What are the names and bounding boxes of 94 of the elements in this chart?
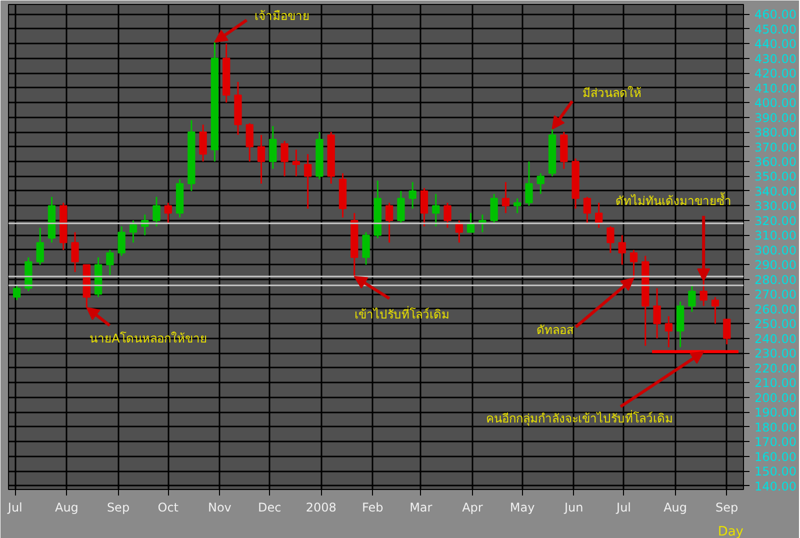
x-tick-label: Sep	[106, 500, 130, 514]
y-tick-label: 220.00	[754, 361, 796, 376]
y-tick-label: 200.00	[754, 390, 796, 405]
x-tick-label: Feb	[362, 500, 384, 514]
candlestick	[397, 190, 405, 224]
x-tick-label: May	[510, 500, 535, 514]
candlestick	[385, 202, 394, 244]
candlestick	[71, 232, 79, 273]
y-tick-label: 360.00	[754, 155, 796, 169]
y-tick-label: 390.00	[754, 110, 796, 125]
annotation: นายAโดนหลอกให้ขาย	[90, 331, 207, 346]
y-tick-label: 230.00	[754, 346, 796, 361]
y-tick-label: 160.00	[754, 450, 796, 464]
x-tick-label: Nov	[208, 500, 232, 514]
y-tick-label: 420.00	[754, 66, 796, 81]
y-tick-label: 400.00	[754, 96, 796, 110]
y-tick-label: 170.00	[754, 435, 796, 450]
annotation: เจ้ามือขาย	[254, 9, 310, 24]
y-tick-label: 240.00	[754, 332, 796, 346]
candlestick	[432, 193, 440, 228]
x-tick-label: Mar	[410, 500, 432, 514]
candlestick	[246, 122, 254, 162]
candlestick	[618, 234, 626, 266]
candlestick	[420, 187, 428, 228]
candlestick	[292, 148, 300, 177]
candlestick	[688, 284, 696, 313]
y-tick-label: 150.00	[754, 464, 796, 479]
annotation: เข้าไปรับที่โลว์เดิม	[354, 305, 450, 322]
y-tick-label: 340.00	[754, 184, 796, 198]
candlestick	[455, 220, 463, 244]
y-tick-label: 320.00	[754, 214, 796, 228]
y-tick-label: 300.00	[754, 243, 796, 258]
y-tick-label: 330.00	[754, 199, 796, 214]
candlestick	[466, 212, 475, 234]
candlestick	[408, 181, 416, 210]
y-tick-label: 270.00	[754, 288, 796, 302]
candlestick	[36, 227, 44, 266]
x-tick-label: 2008	[306, 500, 336, 514]
x-tick-label: Aug	[54, 500, 78, 514]
annotation: คนอีกกลุ่มกำลังจะเข้าไปรับที่โลว์เดิม	[486, 410, 674, 427]
y-tick-label: 250.00	[754, 317, 796, 332]
x-tick-label: Apr	[462, 500, 483, 514]
annotation: ดัทลอส	[536, 322, 575, 337]
y-tick-label: 210.00	[754, 376, 796, 390]
y-tick-label: 380.00	[754, 126, 796, 140]
candlestick	[723, 318, 731, 346]
candlestick	[129, 220, 138, 244]
y-tick-label: 260.00	[754, 302, 796, 316]
candlestick	[152, 196, 160, 228]
candlestick	[199, 124, 207, 162]
candlestick	[444, 202, 452, 229]
candlestick	[653, 288, 661, 340]
candlestick	[362, 232, 370, 266]
candlestick	[664, 316, 672, 348]
y-tick-label: 280.00	[754, 272, 796, 287]
y-tick-label: 460.00	[754, 8, 796, 22]
candlestick	[269, 125, 277, 170]
x-tick-label: Oct	[158, 500, 179, 514]
y-tick-label: 180.00	[754, 420, 796, 434]
candlestick	[257, 134, 266, 184]
y-tick-label: 310.00	[754, 228, 796, 243]
annotation: มีส่วนลดให้	[582, 86, 642, 100]
y-tick-label: 430.00	[754, 52, 796, 66]
x-tick-label: Jul	[616, 500, 632, 514]
y-tick-label: 140.00	[754, 479, 796, 494]
x-tick-label: Jun	[564, 500, 584, 514]
x-tick-label: Jul	[6, 500, 22, 514]
candlestick	[280, 140, 288, 177]
y-tick-label: 410.00	[754, 81, 796, 96]
x-tick-label: Dec	[258, 500, 282, 514]
candlestick	[711, 296, 720, 324]
y-tick-label: 370.00	[754, 140, 796, 154]
y-tick-label: 190.00	[754, 406, 796, 420]
x-axis-title: Day	[718, 524, 744, 538]
candlestick	[490, 193, 498, 224]
y-tick-label: 350.00	[754, 170, 796, 184]
x-tick-label: Aug	[664, 500, 688, 514]
candlestick	[106, 249, 114, 276]
candlestick	[304, 153, 312, 210]
candlestick	[630, 249, 638, 279]
annotation: ดัทไม่ทันเด้งมาขายซ้ำ	[616, 192, 732, 208]
y-tick-label: 290.00	[754, 258, 796, 272]
x-tick-label: Sep	[716, 500, 738, 514]
candlestick	[536, 172, 544, 195]
y-tick-label: 440.00	[754, 37, 796, 52]
candlestick	[525, 160, 533, 206]
candlestick	[514, 198, 522, 214]
candlestick	[118, 226, 126, 257]
candlestick	[583, 196, 592, 224]
candlestick	[164, 202, 172, 224]
candlestick	[12, 284, 21, 301]
candlestick	[502, 181, 510, 214]
y-tick-label: 450.00	[754, 22, 796, 36]
candlestick	[606, 226, 614, 254]
